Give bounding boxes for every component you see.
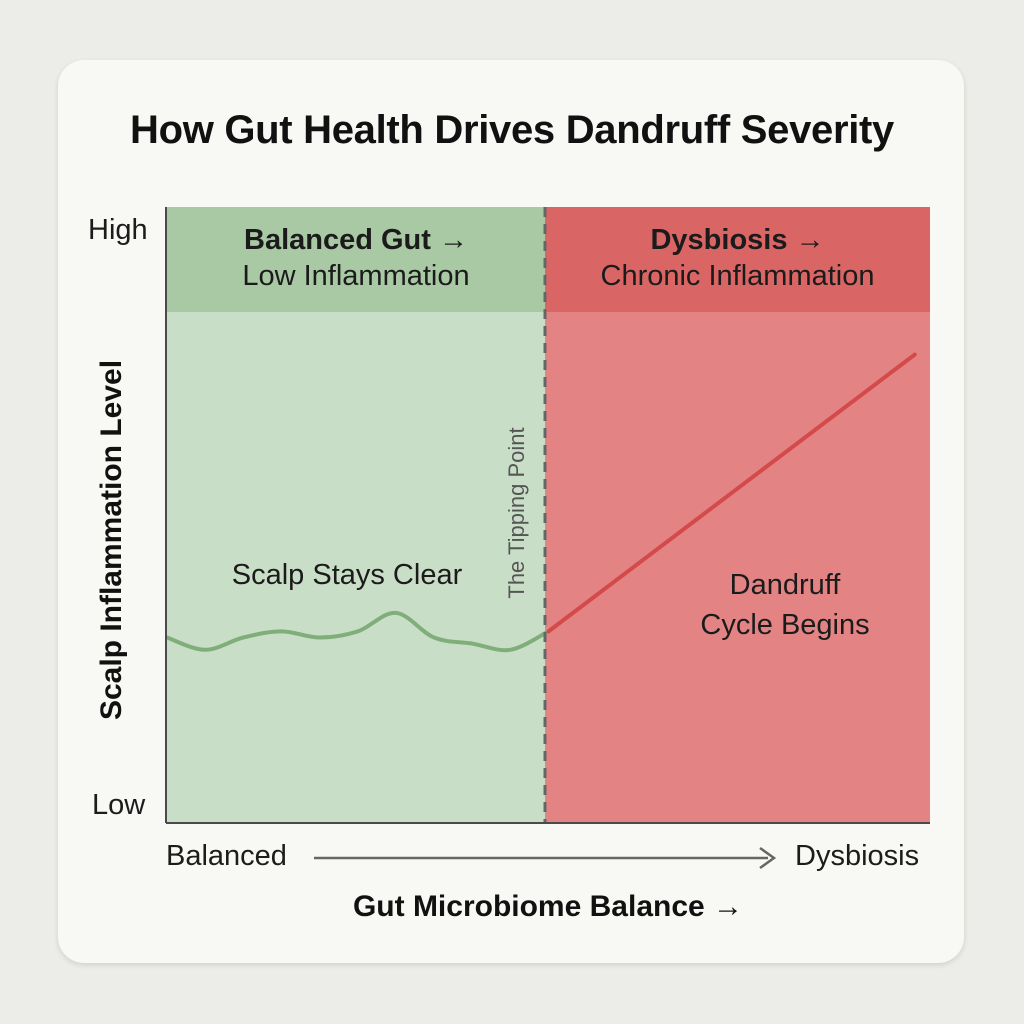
dysbiosis-note-line1: Dandruff [729, 569, 841, 601]
dysbiosis-note-line2: Cycle Begins [700, 609, 870, 641]
dysbiosis-heading-line2: Chronic Inflammation [600, 260, 875, 292]
balanced-zone-heading: Balanced Gut → Low Inflammation [167, 222, 545, 294]
x-start-label: Balanced [166, 840, 287, 872]
chart-title: How Gut Health Drives Dandruff Severity [129, 108, 895, 152]
balanced-heading-line2: Low Inflammation [242, 260, 470, 292]
balanced-zone-header [167, 207, 545, 312]
dysbiosis-zone-note: Dandruff Cycle Begins [590, 565, 980, 645]
tipping-point-label: The Tipping Point [504, 427, 529, 599]
series-line-balanced [165, 610, 551, 653]
dysbiosis-zone-heading: Dysbiosis → Chronic Inflammation [545, 222, 930, 294]
balanced-zone-note: Scalp Stays Clear [231, 559, 463, 591]
y-axis-label: Scalp Inflammation Level [95, 359, 128, 721]
series-layer [165, 352, 917, 653]
x-end-label: Dysbiosis [795, 840, 920, 872]
dysbiosis-heading-line1: Dysbiosis → [650, 224, 825, 256]
y-tick-high: High [88, 214, 148, 246]
series-line-dysbiosis [546, 352, 917, 634]
y-tick-low: Low [92, 789, 146, 821]
x-axis-label: Gut Microbiome Balance → [352, 890, 744, 923]
dysbiosis-zone-header [545, 207, 930, 312]
balanced-heading-line1: Balanced Gut → [244, 224, 468, 256]
x-axis-arrow-head [759, 846, 777, 870]
